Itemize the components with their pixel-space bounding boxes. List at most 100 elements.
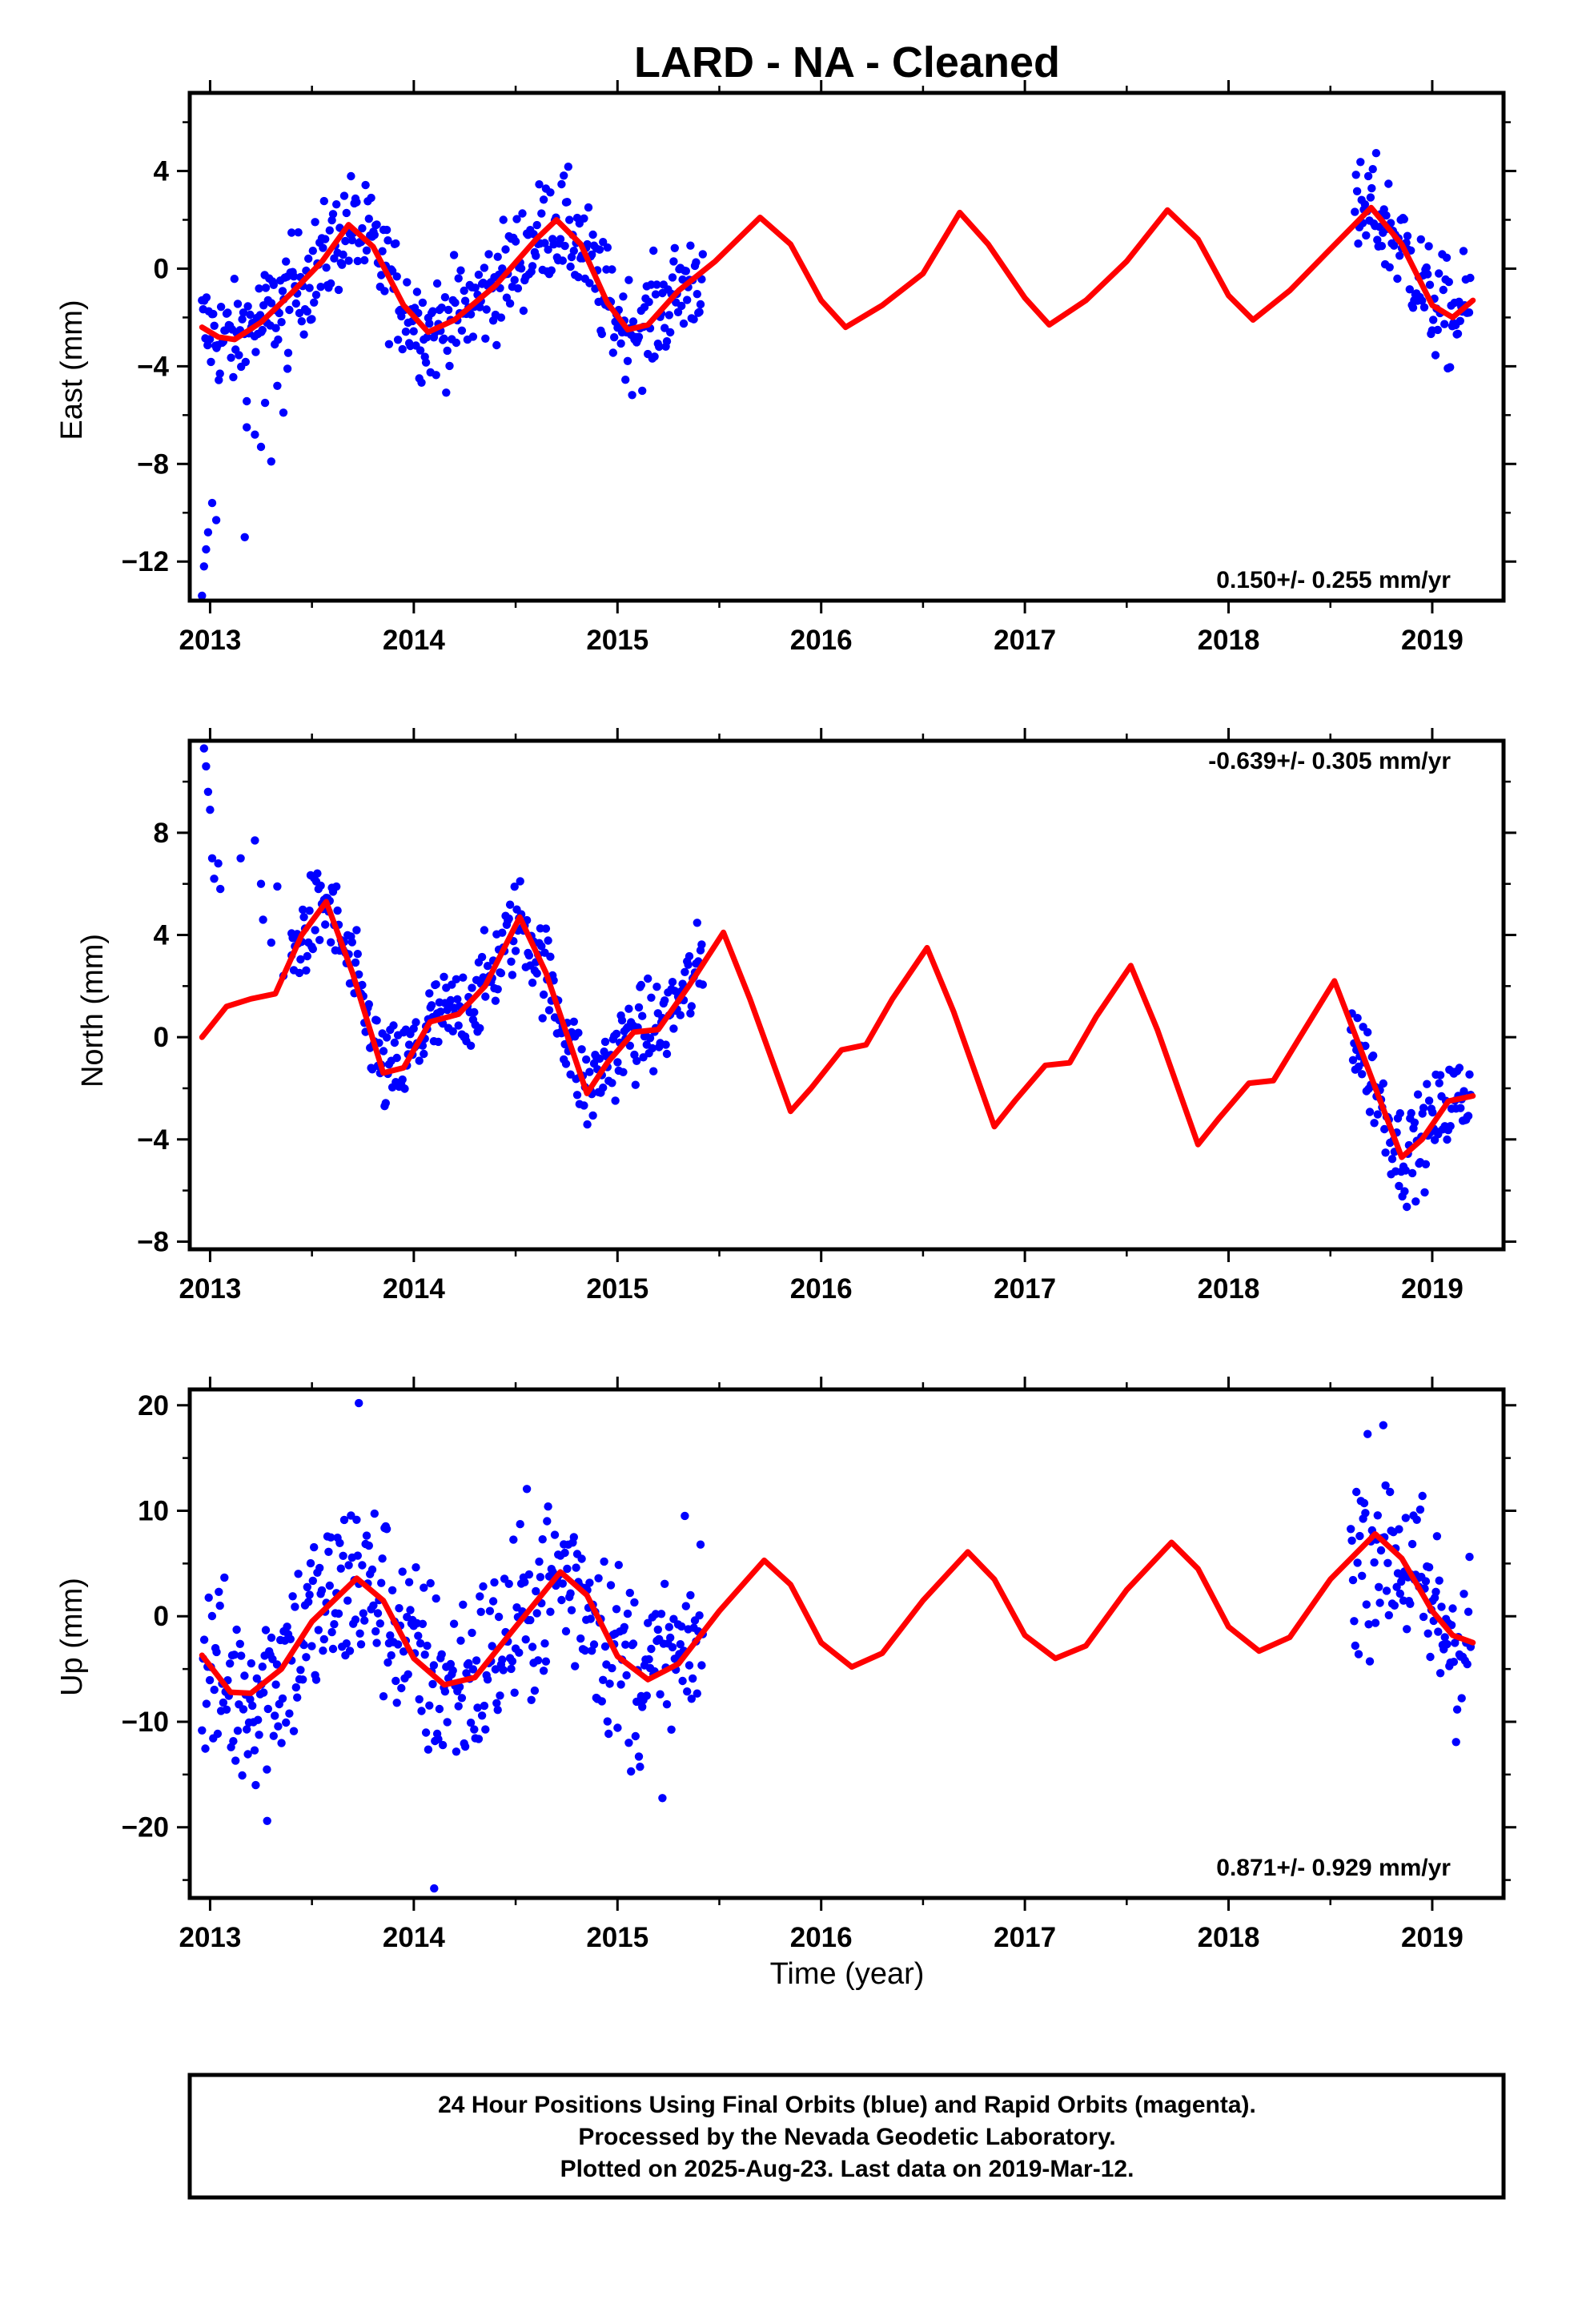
data-point [681, 1511, 689, 1521]
data-point [400, 1084, 409, 1093]
north-x-tick-label: 2018 [1198, 1273, 1260, 1305]
data-point [452, 975, 461, 984]
data-point [327, 938, 335, 947]
data-point [379, 1692, 388, 1701]
data-point [456, 1636, 465, 1645]
data-point [518, 209, 527, 218]
data-point [661, 324, 669, 332]
data-point [1464, 1607, 1473, 1616]
data-point [583, 1120, 592, 1129]
data-point [686, 1009, 695, 1018]
data-point [1456, 1104, 1465, 1112]
data-point [1387, 1155, 1397, 1164]
data-point [1356, 158, 1365, 167]
data-point [516, 1520, 524, 1529]
data-point [367, 193, 375, 203]
footer-line-2: Processed by the Nevada Geodetic Laborat… [578, 2124, 1115, 2150]
data-point [1400, 1187, 1409, 1196]
data-point [520, 1578, 529, 1586]
east-y-axis-label: East (mm) [55, 300, 89, 440]
data-point [404, 1670, 412, 1679]
data-point [516, 877, 524, 886]
data-point [628, 391, 636, 400]
data-point [356, 1640, 366, 1649]
data-point [392, 1053, 401, 1063]
data-point [202, 545, 211, 554]
data-point [387, 1586, 397, 1595]
data-point [1348, 1575, 1358, 1585]
data-point [499, 215, 508, 224]
data-point [476, 1592, 484, 1601]
data-point [285, 305, 294, 315]
data-point [1434, 1627, 1443, 1636]
data-point [271, 1711, 279, 1720]
data-point [480, 1701, 489, 1711]
data-point [308, 1576, 317, 1586]
north-y-tick-label: 8 [154, 818, 169, 849]
data-point [616, 339, 625, 348]
data-point [206, 806, 215, 814]
data-point [676, 1640, 685, 1649]
data-point [278, 1694, 287, 1703]
data-point [243, 1750, 252, 1759]
data-point [561, 1059, 571, 1068]
data-point [498, 1655, 507, 1664]
data-point [476, 1607, 485, 1617]
east-model-curve [199, 204, 1476, 343]
data-point [1382, 1586, 1391, 1595]
north-rate-label: -0.639+/- 0.305 mm/yr [1208, 748, 1451, 774]
data-point [375, 1619, 384, 1628]
data-point [382, 1033, 391, 1042]
data-point [1390, 241, 1399, 250]
data-point [271, 1680, 280, 1689]
data-point [1403, 1625, 1411, 1634]
data-point [384, 340, 394, 348]
data-point [355, 1629, 364, 1638]
data-point [398, 1075, 407, 1084]
data-point [397, 312, 406, 321]
data-point [273, 381, 282, 390]
data-point [452, 1747, 461, 1756]
data-point [421, 1728, 431, 1737]
data-point [565, 215, 574, 224]
data-point [541, 924, 551, 933]
data-point [566, 262, 575, 271]
data-point [448, 1666, 457, 1675]
east-x-tick-label: 2013 [179, 625, 242, 656]
data-point [665, 1622, 673, 1631]
data-point [608, 265, 616, 274]
north-x-tick-label: 2017 [994, 1273, 1056, 1305]
data-point [416, 346, 425, 355]
data-point [277, 318, 286, 327]
data-point [668, 1642, 677, 1652]
data-point [511, 237, 520, 246]
data-point [1353, 1014, 1362, 1023]
data-point [1379, 1079, 1388, 1088]
data-point [544, 1502, 552, 1511]
data-point [1424, 242, 1433, 251]
data-point [580, 1101, 588, 1110]
data-point [325, 226, 334, 235]
data-point [317, 1586, 327, 1595]
data-point [1443, 1639, 1452, 1649]
data-point [1395, 1109, 1405, 1118]
data-point [681, 1602, 690, 1610]
data-point [677, 1622, 686, 1631]
data-point [620, 1622, 628, 1632]
data-point [625, 1588, 634, 1598]
data-point [666, 328, 675, 337]
data-point [216, 884, 225, 894]
data-point [198, 591, 207, 601]
data-point [530, 1686, 540, 1695]
data-point [267, 1633, 276, 1642]
data-point [1421, 1160, 1431, 1169]
data-point [440, 1687, 450, 1696]
data-point [572, 1091, 582, 1100]
data-point [683, 296, 692, 304]
data-point [1420, 1188, 1429, 1197]
data-point [362, 1531, 371, 1540]
data-point [483, 1675, 492, 1684]
data-point [481, 1725, 490, 1734]
data-point [1435, 1669, 1445, 1678]
east-y-tick-label: −12 [122, 546, 169, 577]
